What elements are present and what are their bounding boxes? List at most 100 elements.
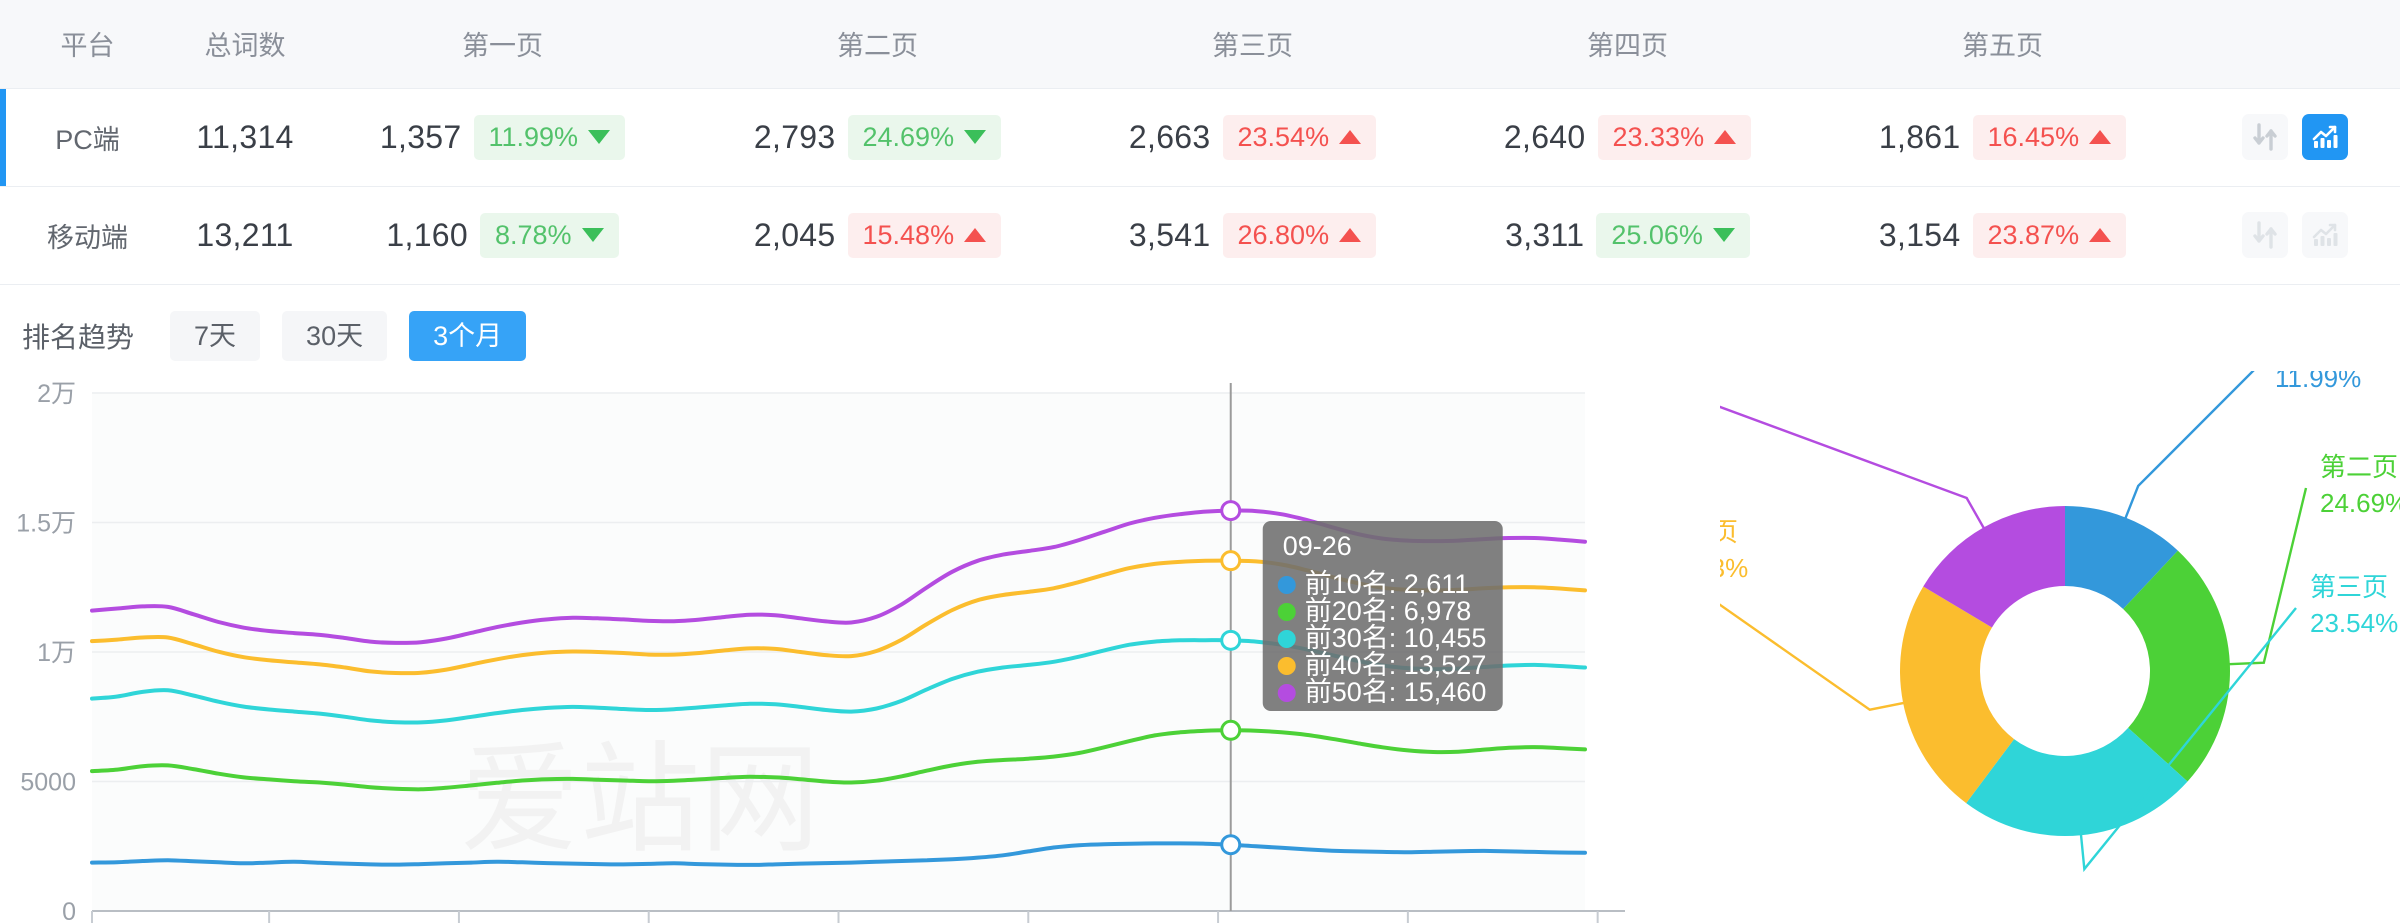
page-percent-badge: 15.48%: [847, 212, 1002, 258]
page-percent-badge: 23.87%: [1972, 212, 2127, 258]
page-percent-badge: 26.80%: [1222, 212, 1377, 258]
triangle-down-icon: [964, 130, 987, 144]
page-count: 3,154: [1878, 216, 1961, 253]
col-header-actions: [2190, 0, 2400, 89]
svg-text:1万: 1万: [37, 639, 76, 667]
chart-bar-icon[interactable]: [2302, 212, 2348, 258]
svg-text:第四页: 第四页: [1720, 517, 1738, 547]
page-percent-badge: 25.06%: [1596, 212, 1750, 258]
cell-page-3: 3,541 26.80%: [1065, 186, 1440, 285]
triangle-up-icon: [964, 228, 987, 242]
svg-text:24.69%: 24.69%: [2320, 488, 2400, 518]
triangle-up-icon: [2089, 228, 2112, 242]
svg-text:23.33%: 23.33%: [1720, 553, 1748, 583]
col-header-platform: 平台: [0, 0, 175, 89]
triangle-up-icon: [2089, 130, 2112, 144]
svg-text:前10名: 2,611: 前10名: 2,611: [1305, 569, 1470, 599]
percent-value: 8.78%: [495, 219, 572, 250]
svg-text:前50名: 15,460: 前50名: 15,460: [1305, 677, 1487, 707]
page-percent-badge: 24.69%: [847, 114, 1002, 160]
svg-text:第三页: 第三页: [2310, 572, 2388, 602]
svg-text:第二页: 第二页: [2320, 452, 2398, 482]
col-header-page-5: 第五页: [1815, 0, 2190, 89]
page-count: 1,357: [379, 118, 462, 155]
col-header-page-3: 第三页: [1065, 0, 1440, 89]
cell-page-3: 2,663 23.54%: [1065, 88, 1440, 187]
page-count: 2,663: [1128, 118, 1211, 155]
percent-value: 23.54%: [1237, 121, 1330, 152]
svg-text:11.99%: 11.99%: [2275, 371, 2361, 393]
page-count: 2,793: [753, 118, 836, 155]
svg-text:前30名: 10,455: 前30名: 10,455: [1305, 623, 1487, 653]
svg-text:前40名: 13,527: 前40名: 13,527: [1305, 650, 1487, 680]
cell-actions: [2190, 88, 2400, 187]
page-percent-badge: 23.54%: [1222, 114, 1377, 160]
cell-total-words: 11,314: [175, 88, 315, 187]
percent-value: 15.48%: [862, 219, 955, 250]
page-count: 2,045: [753, 216, 836, 253]
table-header-row: 平台 总词数 第一页 第二页 第三页 第四页 第五页: [0, 0, 2400, 89]
page-percent-badge: 23.33%: [1597, 114, 1752, 160]
percent-value: 24.69%: [862, 121, 955, 152]
table-body: PC端 11,314 1,357 11.99% 2,793 24.69%: [0, 88, 2400, 285]
cell-page-2: 2,793 24.69%: [690, 88, 1065, 187]
percent-value: 16.45%: [1987, 121, 2080, 152]
platform-rank-table: 平台 总词数 第一页 第二页 第三页 第四页 第五页 PC端 11,314 1,…: [0, 0, 2400, 285]
page-percent-badge: 16.45%: [1972, 114, 2127, 160]
page-count: 3,311: [1505, 216, 1585, 253]
sort-updown-icon[interactable]: [2242, 114, 2288, 160]
col-header-page-1: 第一页: [315, 0, 690, 89]
percent-value: 11.99%: [488, 121, 579, 152]
cell-actions: [2190, 186, 2400, 285]
triangle-down-icon: [1712, 228, 1735, 242]
svg-text:09-26: 09-26: [1283, 531, 1352, 561]
cell-page-4: 3,311 25.06%: [1440, 186, 1815, 285]
range-button-30d[interactable]: 30天: [282, 310, 388, 361]
page-count: 3,541: [1128, 216, 1211, 253]
svg-text:1.5万: 1.5万: [16, 509, 76, 537]
cell-page-1: 1,357 11.99%: [315, 88, 690, 187]
page-count: 2,640: [1503, 118, 1586, 155]
svg-text:爱站网: 爱站网: [460, 733, 820, 867]
svg-text:前20名: 6,978: 前20名: 6,978: [1305, 596, 1472, 626]
triangle-up-icon: [1714, 130, 1737, 144]
percent-value: 25.06%: [1611, 219, 1703, 250]
svg-text:23.54%: 23.54%: [2310, 608, 2398, 638]
col-header-total: 总词数: [175, 0, 315, 89]
triangle-down-icon: [581, 228, 604, 242]
page-distribution-donut-chart[interactable]: 第一页11.99%第二页24.69%第三页23.54%第四页23.33%第五页1…: [1720, 370, 2400, 924]
cell-page-1: 1,160 8.78%: [315, 186, 690, 285]
table-header: 平台 总词数 第一页 第二页 第三页 第四页 第五页: [0, 0, 2400, 89]
range-button-7d[interactable]: 7天: [170, 310, 261, 361]
range-button-3m[interactable]: 3个月: [409, 310, 527, 361]
triangle-down-icon: [588, 130, 611, 144]
col-header-page-4: 第四页: [1440, 0, 1815, 89]
triangle-up-icon: [1339, 228, 1362, 242]
trend-title: 排名趋势: [22, 321, 135, 353]
cell-page-5: 3,154 23.87%: [1815, 186, 2190, 285]
chart-bar-icon[interactable]: [2302, 114, 2348, 160]
percent-value: 26.80%: [1237, 219, 1330, 250]
cell-platform: 移动端: [0, 186, 175, 285]
cell-page-4: 2,640 23.33%: [1440, 88, 1815, 187]
page-count: 1,160: [386, 216, 468, 253]
svg-text:2万: 2万: [37, 380, 76, 408]
page-percent-badge: 8.78%: [480, 212, 619, 258]
page-percent-badge: 11.99%: [473, 114, 626, 160]
cell-page-5: 1,861 16.45%: [1815, 88, 2190, 187]
table-row-pc[interactable]: PC端 11,314 1,357 11.99% 2,793 24.69%: [0, 88, 2400, 187]
percent-value: 23.33%: [1612, 121, 1705, 152]
rank-trend-line-chart[interactable]: 爱站网050001万1.5万2万07-3108-1008-2008-3009-0…: [0, 371, 1720, 924]
cell-total-words: 13,211: [175, 186, 315, 285]
percent-value: 23.87%: [1987, 219, 2080, 250]
trend-toolbar: 排名趋势 7天 30天 3个月: [0, 285, 2400, 371]
triangle-up-icon: [1339, 130, 1362, 144]
col-header-page-2: 第二页: [690, 0, 1065, 89]
table-row-mobile[interactable]: 移动端 13,211 1,160 8.78% 2,045 15.48%: [0, 186, 2400, 285]
svg-text:0: 0: [62, 898, 76, 924]
page-count: 1,861: [1878, 118, 1961, 155]
sort-updown-icon[interactable]: [2242, 212, 2288, 258]
cell-page-2: 2,045 15.48%: [690, 186, 1065, 285]
cell-platform: PC端: [0, 88, 175, 187]
svg-text:5000: 5000: [20, 768, 76, 796]
